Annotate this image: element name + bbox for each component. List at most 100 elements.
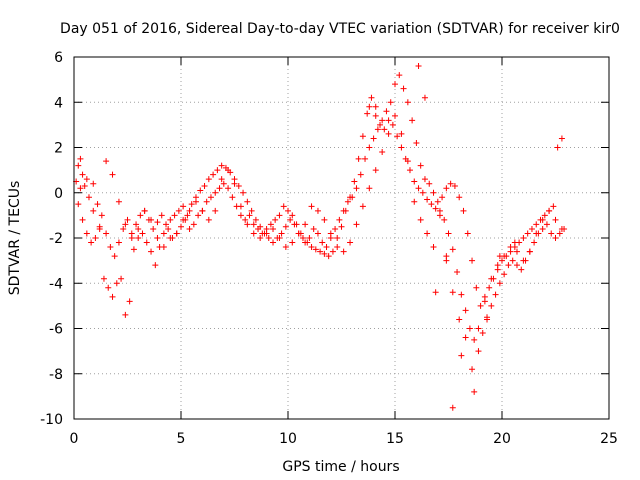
data-point: [180, 203, 187, 210]
data-point: [509, 257, 516, 264]
data-point: [103, 230, 110, 237]
data-point: [520, 257, 527, 264]
data-point: [195, 212, 202, 219]
data-point: [347, 239, 354, 246]
data-point: [456, 194, 463, 201]
data-point: [237, 212, 244, 219]
data-point: [385, 130, 392, 137]
data-point: [126, 298, 133, 305]
data-point: [308, 244, 315, 251]
data-point: [484, 316, 491, 323]
data-point: [214, 167, 221, 174]
data-point: [366, 144, 373, 151]
data-point: [372, 103, 379, 110]
data-point: [229, 194, 236, 201]
data-point: [548, 230, 555, 237]
data-point: [244, 198, 251, 205]
data-point: [336, 216, 343, 223]
data-point: [252, 216, 259, 223]
data-point: [394, 133, 401, 140]
data-point: [543, 221, 550, 228]
data-point: [424, 196, 431, 203]
data-point: [415, 185, 422, 192]
data-point: [496, 280, 503, 287]
data-point: [462, 334, 469, 341]
data-point: [113, 280, 120, 287]
data-point: [486, 284, 493, 291]
data-point: [417, 216, 424, 223]
x-tick-labels: 0 5 10 15 20 25: [70, 431, 618, 447]
data-point: [475, 348, 482, 355]
data-point: [92, 235, 99, 241]
data-point: [122, 221, 129, 228]
data-point: [445, 230, 452, 237]
data-point: [531, 239, 538, 246]
y-tick-label: -6: [49, 322, 63, 338]
data-point: [105, 284, 112, 291]
axis-ticks: [73, 56, 610, 420]
data-point: [353, 185, 360, 192]
data-point: [426, 180, 433, 187]
data-point: [419, 189, 426, 196]
data-point: [411, 178, 418, 185]
data-point: [492, 291, 499, 298]
data-point: [139, 230, 146, 237]
data-point: [83, 176, 90, 183]
data-point: [225, 167, 232, 174]
data-point: [160, 244, 167, 251]
data-point: [250, 230, 257, 237]
data-point: [456, 316, 463, 323]
data-point: [90, 180, 97, 187]
data-point: [471, 336, 478, 343]
y-tick-label: 0: [54, 186, 63, 202]
data-point: [319, 239, 326, 246]
data-points: [73, 63, 568, 411]
data-point: [184, 212, 191, 219]
data-point: [210, 171, 217, 178]
data-point: [255, 225, 262, 232]
data-point: [310, 225, 317, 232]
data-point: [488, 275, 495, 282]
data-point: [524, 230, 531, 237]
data-point: [287, 216, 294, 223]
x-tick-label: 15: [386, 431, 404, 447]
data-point: [308, 203, 315, 210]
data-point: [499, 257, 505, 264]
data-point: [372, 112, 379, 119]
data-point: [469, 257, 476, 264]
data-point: [462, 307, 469, 314]
data-point: [520, 235, 527, 241]
data-point: [120, 225, 127, 232]
data-point: [552, 216, 559, 223]
y-axis-label: SDTVAR / TECUs: [7, 181, 23, 296]
data-point: [449, 404, 456, 411]
data-point: [250, 221, 257, 228]
data-point: [417, 162, 424, 169]
data-point: [190, 221, 197, 228]
data-point: [533, 230, 540, 237]
data-point: [334, 235, 341, 241]
x-tick-label: 10: [279, 431, 297, 447]
data-point: [447, 180, 454, 187]
data-point: [526, 248, 533, 255]
data-point: [428, 201, 435, 208]
data-point: [329, 248, 336, 255]
data-point: [188, 201, 195, 208]
data-point: [109, 293, 116, 300]
data-point: [79, 171, 86, 178]
data-point: [379, 117, 386, 124]
data-point: [436, 212, 443, 219]
data-point: [434, 198, 441, 205]
data-point: [167, 216, 174, 223]
data-point: [511, 239, 518, 246]
data-point: [558, 225, 565, 232]
data-point: [143, 239, 150, 246]
y-tick-label: 4: [54, 95, 63, 111]
data-point: [473, 284, 480, 291]
data-point: [111, 253, 118, 260]
data-point: [282, 223, 289, 230]
data-point: [321, 216, 328, 223]
data-point: [96, 225, 103, 232]
data-point: [558, 135, 565, 142]
data-point: [518, 266, 525, 273]
